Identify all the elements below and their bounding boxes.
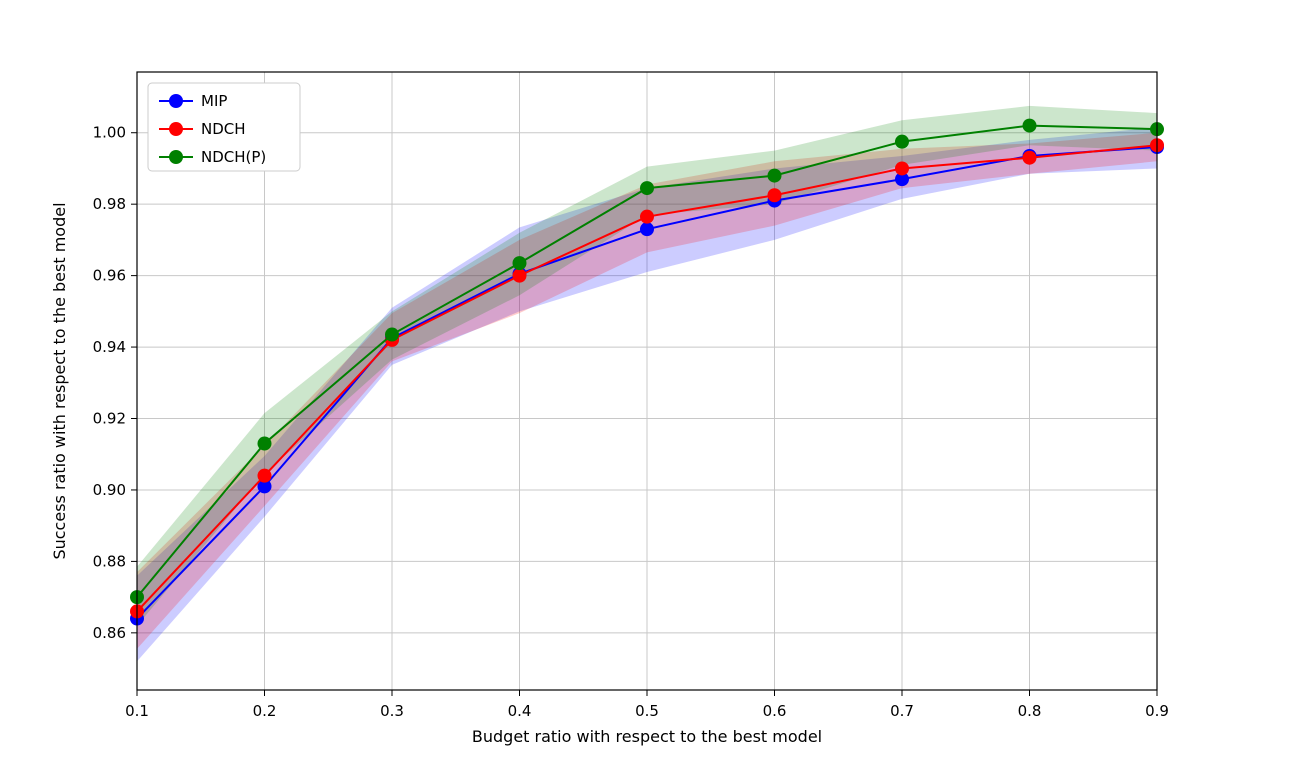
data-point — [512, 268, 527, 283]
y-axis-label: Success ratio with respect to the best m… — [50, 202, 69, 559]
data-point — [385, 327, 399, 342]
data-point — [257, 468, 272, 483]
series-NDCH — [130, 138, 1164, 619]
data-point — [257, 436, 272, 451]
y-tick-label: 0.92 — [93, 410, 126, 428]
y-tick-label: 0.96 — [93, 267, 126, 285]
x-tick-label: 0.5 — [635, 702, 659, 720]
data-point — [257, 479, 272, 494]
data-point — [1022, 150, 1037, 165]
data-point — [895, 172, 909, 187]
legend-label: MIP — [201, 92, 227, 110]
data-point — [1022, 118, 1037, 133]
legend-label: NDCH(P) — [201, 148, 266, 166]
data-point — [640, 181, 654, 196]
y-tick-label: 0.98 — [93, 195, 126, 213]
x-tick-label: 0.1 — [125, 702, 149, 720]
data-point — [895, 161, 909, 176]
tick-marks — [131, 132, 1158, 696]
x-tick-label: 0.9 — [1145, 702, 1169, 720]
x-tick-label: 0.7 — [890, 702, 914, 720]
legend-entry-MIP: MIP — [159, 92, 227, 110]
legend: MIP NDCH NDCH(P) — [147, 82, 301, 172]
y-tick-label: 0.86 — [93, 624, 126, 642]
series-NDCH(P) — [130, 118, 1164, 605]
data-point — [895, 134, 909, 149]
x-tick-label: 0.3 — [380, 702, 404, 720]
data-point — [640, 222, 654, 237]
tick-labels: 0.1 0.2 0.3 0.4 0.5 0.6 0.7 0.8 0.9 0.86 0.88 0.90 0… — [93, 124, 1169, 720]
legend-entry-NDCH: NDCH — [159, 120, 246, 138]
y-tick-label: 0.90 — [93, 481, 126, 499]
data-point — [767, 188, 782, 203]
legend-marker — [169, 150, 183, 164]
y-tick-label: 0.88 — [93, 552, 126, 570]
x-tick-label: 0.6 — [763, 702, 787, 720]
data-point — [640, 209, 654, 224]
y-tick-label: 1.00 — [93, 124, 126, 142]
data-point — [767, 168, 782, 183]
legend-entry-NDCH(P): NDCH(P) — [159, 148, 266, 166]
legend-box — [147, 82, 301, 172]
y-tick-label: 0.94 — [93, 338, 126, 356]
legend-marker — [169, 94, 183, 108]
x-tick-label: 0.8 — [1018, 702, 1042, 720]
legend-label: NDCH — [201, 120, 246, 138]
legend-marker — [169, 122, 183, 136]
x-tick-label: 0.2 — [253, 702, 277, 720]
x-tick-label: 0.4 — [508, 702, 532, 720]
data-point — [512, 256, 527, 271]
x-axis-label: Budget ratio with respect to the best mo… — [472, 727, 822, 746]
